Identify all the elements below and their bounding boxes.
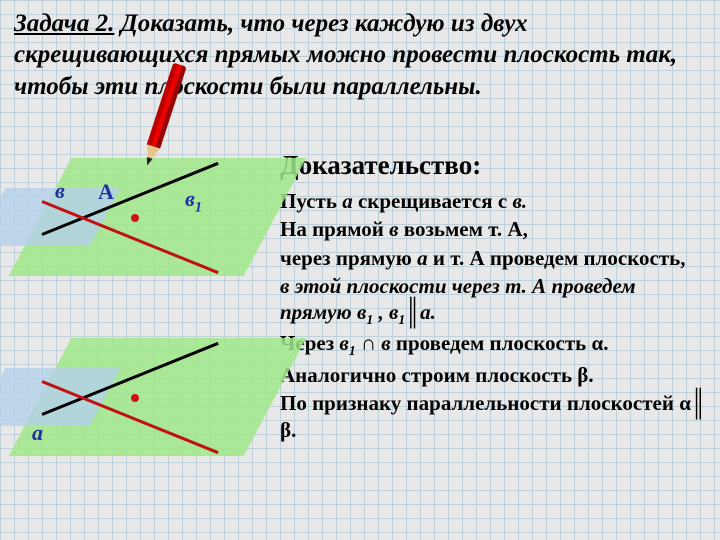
proof-line-7: По признаку параллельности плоскостей α║… [280,390,706,444]
proof-line-2: На прямой в возьмем т. А, [280,216,706,242]
proof-line-5: Через в1 ∩ в проведем плоскость α. [280,330,706,359]
label-a-line: а [32,420,43,446]
bot-point [131,394,139,402]
top-point-a [131,214,139,222]
task-title: Задача 2. Доказать, что через каждую из … [14,8,706,102]
label-b: в [55,178,65,204]
proof-line-1: Пусть а скрещивается с в. [280,188,706,214]
proof-line-3: через прямую а и т. А проведем плоскость… [280,245,706,271]
task-number: Задача 2. [14,10,114,37]
label-a-point: А [98,179,114,205]
task-statement: Доказать, что через каждую из двух скрещ… [14,10,677,100]
proof-line-4: в этой плоскости через т. А проведем пря… [280,273,706,329]
label-b1: в1 [185,186,202,216]
proof-heading: Доказательство: [280,150,481,181]
proof-line-6: Аналогично строим плоскость β. [280,362,706,388]
proof-body: Пусть а скрещивается с в. На прямой в во… [280,188,706,445]
